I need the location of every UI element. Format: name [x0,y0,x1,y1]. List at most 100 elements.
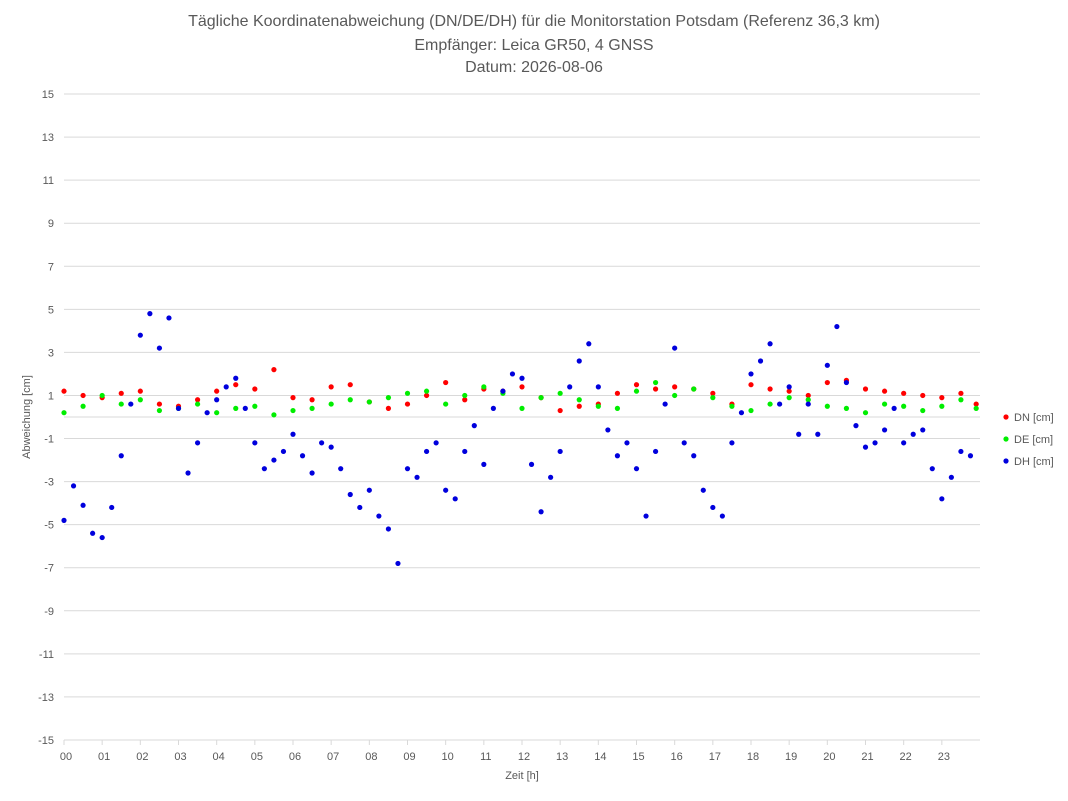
data-point [404,466,411,472]
data-point [710,504,716,511]
data-point [328,384,334,390]
data-point [118,390,124,396]
data-point [156,345,163,351]
data-point [586,341,592,347]
data-point [433,440,439,446]
data-point [242,405,248,411]
data-point [748,371,754,377]
data-point [786,388,792,394]
data-point [99,392,105,399]
y-tick-label: -7 [44,563,54,575]
data-point [824,379,830,386]
data-point [881,401,888,407]
data-point [443,379,449,386]
x-tick-label: 16 [671,751,683,763]
data-point [99,534,105,541]
data-point [557,390,563,396]
data-point [118,453,124,459]
data-point [729,403,735,409]
data-point [738,410,745,416]
data-point [319,440,325,446]
data-point [509,371,516,377]
data-point [109,504,115,511]
data-point [891,405,897,411]
x-tick-label: 20 [823,751,835,763]
data-point [118,401,124,407]
data-point [843,379,850,386]
data-point [901,440,907,446]
data-point [252,403,258,409]
data-point [462,448,468,455]
data-point [357,504,363,511]
data-point [557,448,563,455]
data-point [920,427,926,433]
x-tick-label: 10 [442,751,454,763]
data-point [681,440,687,446]
data-point [920,392,926,399]
data-point [519,405,525,411]
data-point [548,474,554,480]
data-point [843,405,850,411]
data-point [137,388,143,394]
data-point [834,323,840,330]
series-2 [61,311,974,567]
x-tick-label: 00 [60,751,72,763]
x-tick-label: 13 [556,751,568,763]
data-point [290,431,296,437]
data-point [423,448,430,455]
y-tick-label: 3 [48,347,54,359]
chart-title: Tägliche Koordinatenabweichung (DN/DE/DH… [188,13,880,30]
data-point [557,407,563,414]
data-point [147,311,153,317]
data-point [767,386,773,392]
data-point [652,448,659,455]
data-point [185,470,191,476]
data-point [595,403,601,409]
x-tick-label: 17 [709,751,721,763]
data-point [538,395,544,401]
data-point [624,440,630,446]
y-tick-label: 15 [42,89,54,101]
data-point [967,453,974,459]
data-point [90,530,96,536]
data-point [395,560,401,567]
data-point [672,345,678,351]
data-point [719,513,725,519]
data-point [309,405,315,411]
data-point [910,431,916,437]
data-point [194,401,201,407]
data-point [700,487,706,493]
y-tick-label: 9 [48,218,54,230]
data-point [385,526,392,532]
data-point [757,358,764,364]
data-point [299,453,306,459]
data-point [443,487,449,493]
data-point [385,405,392,411]
data-point [404,401,411,407]
data-point [815,431,821,437]
data-point [691,386,697,392]
x-tick-label: 01 [98,751,110,763]
data-point [881,388,888,394]
data-point [691,453,697,459]
data-point [710,395,716,401]
x-tick-label: 18 [747,751,759,763]
data-point [280,448,287,455]
chart-subtitle-receiver: Empfänger: Leica GR50, 4 GNSS [414,37,654,54]
x-tick-label: 11 [480,751,491,763]
data-point [862,410,869,416]
data-point [652,386,659,392]
x-tick-label: 07 [327,751,339,763]
data-point [633,388,640,394]
data-point [309,470,315,476]
data-point [786,384,792,390]
data-point [290,407,296,414]
data-point [137,397,143,403]
data-point [633,466,640,472]
y-tick-label: 1 [48,390,54,402]
data-point [490,405,496,411]
data-point [633,382,640,388]
data-point [729,440,735,446]
x-tick-label: 21 [861,751,873,763]
